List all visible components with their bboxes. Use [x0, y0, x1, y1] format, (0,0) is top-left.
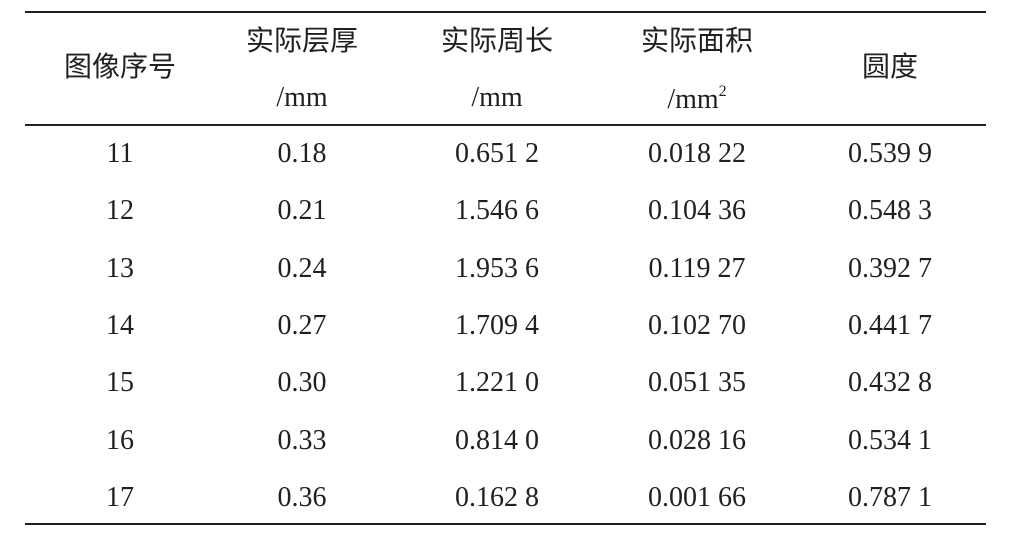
data-cell: 0.028 16 — [648, 424, 746, 456]
row-id: 15 — [106, 367, 134, 399]
data-cell: 0.432 8 — [848, 367, 932, 399]
data-cell: 0.018 22 — [648, 138, 746, 169]
data-cell: 0.534 1 — [848, 424, 932, 456]
header-title: 实际层厚 — [245, 26, 358, 57]
data-cell: 0.001 66 — [648, 481, 746, 513]
data-cell: 1.546 6 — [455, 195, 539, 227]
row-id: 12 — [106, 195, 134, 227]
data-cell: 0.18 — [277, 138, 327, 169]
unit-text: /mm — [471, 82, 523, 113]
bottom-rule — [25, 523, 986, 525]
data-cell: 0.814 0 — [455, 424, 539, 456]
unit-text: /mm — [667, 84, 719, 115]
row-id: 13 — [106, 252, 134, 284]
data-cell: 0.392 7 — [848, 252, 932, 284]
header-unit: /mm — [397, 84, 597, 112]
data-cell: 0.24 — [277, 252, 327, 284]
row-id: 17 — [106, 481, 134, 513]
data-cell: 0.441 7 — [848, 309, 932, 341]
data-cell: 1.709 4 — [455, 309, 539, 341]
top-rule — [25, 11, 986, 13]
data-cell: 0.539 9 — [848, 138, 932, 169]
row-id: 11 — [106, 138, 134, 169]
data-cell: 0.36 — [277, 481, 327, 513]
header-unit: /mm2 — [597, 84, 797, 114]
row-id: 16 — [106, 424, 134, 456]
data-cell: 0.21 — [277, 195, 327, 227]
data-cell: 0.104 36 — [648, 195, 746, 227]
header-unit: /mm — [202, 84, 402, 112]
data-cell: 1.221 0 — [455, 367, 539, 399]
data-cell: 1.953 6 — [455, 252, 539, 284]
header-title: 实际周长 — [440, 26, 553, 57]
header-title: 实际面积 — [640, 26, 753, 57]
data-cell: 0.651 2 — [455, 138, 539, 169]
data-cell: 0.119 27 — [648, 252, 746, 284]
header-rule — [25, 124, 986, 126]
data-cell: 0.787 1 — [848, 481, 932, 513]
header-title: 图像序号 — [63, 52, 176, 83]
data-cell: 0.102 70 — [648, 309, 746, 341]
data-cell: 0.162 8 — [455, 481, 539, 513]
header-title: 圆度 — [861, 52, 918, 83]
data-cell: 0.548 3 — [848, 195, 932, 227]
unit-superscript: 2 — [718, 83, 727, 100]
row-id: 14 — [106, 309, 134, 341]
data-cell: 0.30 — [277, 367, 327, 399]
data-cell: 0.051 35 — [648, 367, 746, 399]
unit-text: /mm — [276, 82, 328, 113]
data-cell: 0.27 — [277, 309, 327, 341]
data-cell: 0.33 — [277, 424, 327, 456]
